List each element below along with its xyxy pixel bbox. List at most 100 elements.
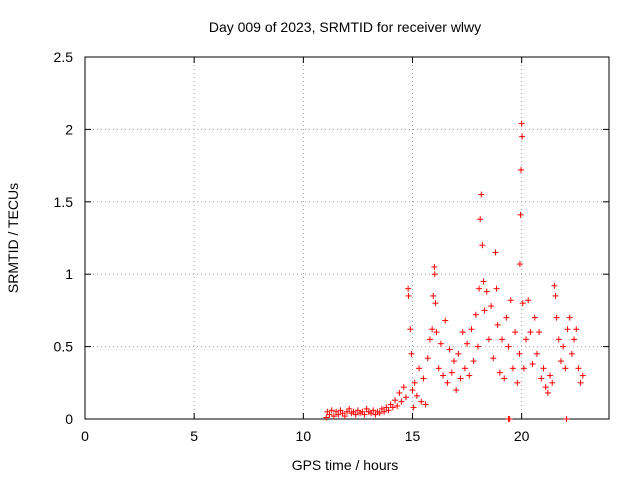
data-point xyxy=(418,398,425,405)
data-point xyxy=(503,314,510,321)
data-point xyxy=(494,321,501,328)
data-point xyxy=(544,389,551,396)
data-point xyxy=(444,379,451,386)
data-point xyxy=(464,340,471,347)
data-points xyxy=(323,120,586,422)
data-point xyxy=(446,346,453,353)
data-point xyxy=(553,314,560,321)
data-point xyxy=(381,408,388,415)
data-point xyxy=(506,416,513,422)
data-point xyxy=(480,278,487,285)
x-tick-label: 5 xyxy=(190,428,198,444)
data-point xyxy=(529,360,536,367)
data-point xyxy=(448,369,455,376)
data-point xyxy=(433,329,440,336)
data-point xyxy=(501,375,508,382)
data-point xyxy=(564,326,571,333)
data-point xyxy=(519,300,526,307)
data-point xyxy=(479,242,486,249)
data-point xyxy=(394,402,401,409)
data-point xyxy=(519,133,526,140)
data-point xyxy=(468,326,475,333)
data-point xyxy=(531,314,538,321)
data-point xyxy=(416,365,423,372)
data-point xyxy=(477,216,484,223)
data-point xyxy=(442,317,449,324)
data-point xyxy=(492,249,499,256)
data-point xyxy=(389,404,396,411)
data-point xyxy=(437,340,444,347)
data-point xyxy=(426,336,433,343)
data-point xyxy=(549,379,556,386)
data-point xyxy=(330,413,337,420)
data-point xyxy=(533,350,540,357)
data-point xyxy=(527,329,534,336)
data-point xyxy=(370,407,377,414)
data-point xyxy=(470,358,477,365)
data-point xyxy=(450,358,457,365)
data-point xyxy=(551,282,558,289)
data-point xyxy=(405,285,412,292)
data-point xyxy=(563,416,570,422)
data-point xyxy=(407,326,414,333)
plot-frame xyxy=(84,56,610,420)
data-point xyxy=(453,387,460,394)
data-point xyxy=(326,411,333,418)
data-point xyxy=(516,350,523,357)
data-point xyxy=(424,355,431,362)
data-point xyxy=(542,384,549,391)
y-tick-label: 1 xyxy=(65,266,73,282)
data-point xyxy=(568,350,575,357)
data-point xyxy=(507,297,514,304)
data-point xyxy=(402,394,409,401)
x-tick-label: 0 xyxy=(81,428,89,444)
data-point xyxy=(516,261,523,268)
data-point xyxy=(493,285,500,292)
data-point xyxy=(472,311,479,318)
data-point xyxy=(514,379,521,386)
data-point xyxy=(577,379,584,386)
data-point xyxy=(483,288,490,295)
data-point xyxy=(523,336,530,343)
data-point xyxy=(512,329,519,336)
data-point xyxy=(481,307,488,314)
data-point xyxy=(459,329,466,336)
data-point xyxy=(466,372,473,379)
data-point xyxy=(573,326,580,333)
y-tick-label: 2 xyxy=(65,121,73,137)
data-point xyxy=(552,292,559,299)
y-tick-label: 0 xyxy=(65,411,73,427)
data-point xyxy=(361,411,368,418)
data-point xyxy=(520,365,527,372)
data-point xyxy=(485,336,492,343)
data-point xyxy=(409,387,416,394)
data-point xyxy=(341,413,348,420)
data-point xyxy=(432,300,439,307)
data-point xyxy=(461,365,468,372)
y-tick-label: 1.5 xyxy=(54,194,74,210)
data-point xyxy=(398,398,405,405)
data-point xyxy=(422,401,429,408)
y-tick-label: 0.5 xyxy=(54,339,74,355)
data-point xyxy=(540,365,547,372)
data-point xyxy=(323,414,330,421)
data-point xyxy=(457,375,464,382)
x-tick-label: 10 xyxy=(296,428,312,444)
data-point xyxy=(518,166,525,173)
data-point xyxy=(431,263,438,270)
x-tick-label: 15 xyxy=(405,428,421,444)
data-point xyxy=(517,211,524,218)
data-point xyxy=(536,329,543,336)
data-point xyxy=(475,343,481,350)
data-point xyxy=(555,336,562,343)
grid-lines xyxy=(85,57,609,419)
data-point xyxy=(525,297,532,304)
data-point xyxy=(557,358,564,365)
data-point xyxy=(413,392,420,399)
data-point xyxy=(376,410,383,417)
data-point xyxy=(571,336,578,343)
data-point xyxy=(392,397,399,404)
x-tick-label: 20 xyxy=(514,428,530,444)
data-point xyxy=(509,365,516,372)
